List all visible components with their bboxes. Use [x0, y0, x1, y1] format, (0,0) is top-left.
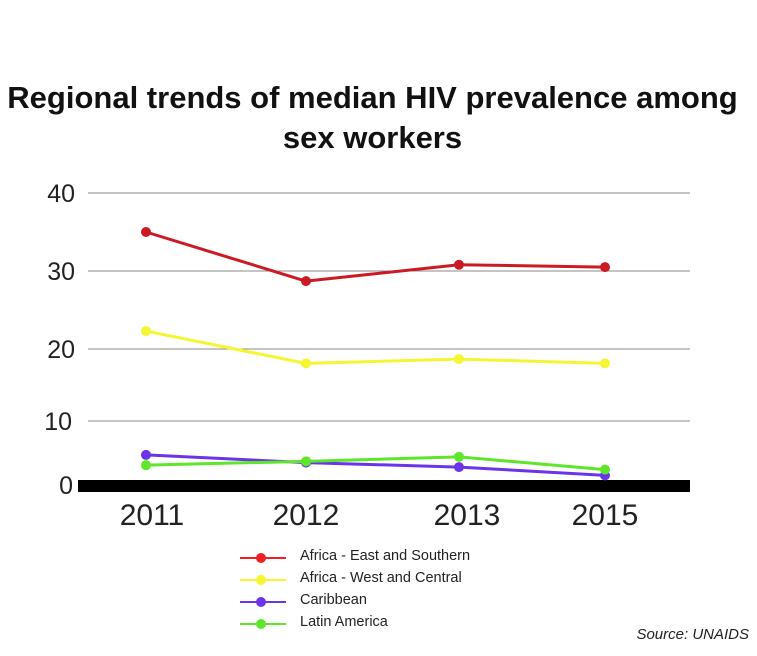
x-tick-label: 2015 [572, 499, 639, 532]
legend-label: Africa - East and Southern [300, 548, 471, 564]
series-line [145, 453, 606, 477]
y-tick-label: 20 [47, 336, 75, 364]
series-line [145, 230, 606, 283]
data-point [301, 456, 311, 467]
data-point [141, 227, 151, 237]
series-0 [141, 227, 610, 287]
data-point [600, 464, 610, 475]
y-axis-ticks: 0 10 20 30 40 [44, 180, 75, 500]
series-lines [141, 227, 610, 481]
y-tick-label: 0 [59, 472, 73, 500]
data-point [600, 358, 610, 369]
x-tick-label: 2013 [434, 499, 501, 532]
legend-dot-icon [256, 575, 266, 585]
data-point [600, 262, 610, 273]
data-point [454, 462, 464, 473]
x-axis-baseline [78, 480, 690, 492]
series-line [145, 329, 606, 365]
x-axis-ticks: 2011 2012 2013 2015 [120, 499, 639, 532]
data-point [301, 358, 311, 369]
legend-dot-icon [256, 597, 266, 607]
legend-dot-icon [256, 553, 266, 563]
data-point [141, 449, 151, 460]
legend-label: Latin America [300, 614, 388, 630]
series-line [145, 455, 606, 472]
series-3 [141, 451, 610, 475]
gridlines [88, 192, 690, 422]
y-tick-label: 30 [47, 258, 75, 286]
legend-label: Africa - West and Central [300, 570, 462, 586]
x-tick-label: 2011 [120, 499, 185, 532]
data-point [141, 326, 151, 337]
source-note: Source: UNAIDS [636, 626, 749, 643]
legend-label: Caribbean [300, 592, 367, 608]
data-point [454, 451, 464, 462]
data-point [454, 354, 464, 365]
y-tick-label: 10 [44, 408, 72, 436]
data-point [141, 460, 151, 471]
x-tick-label: 2012 [273, 499, 340, 532]
y-tick-label: 40 [47, 180, 75, 208]
data-point [454, 259, 464, 270]
chart-title: Regional trends of median HIV prevalence… [7, 80, 738, 155]
legend-dot-icon [256, 619, 266, 629]
data-point [301, 276, 311, 287]
series-1 [141, 326, 610, 369]
